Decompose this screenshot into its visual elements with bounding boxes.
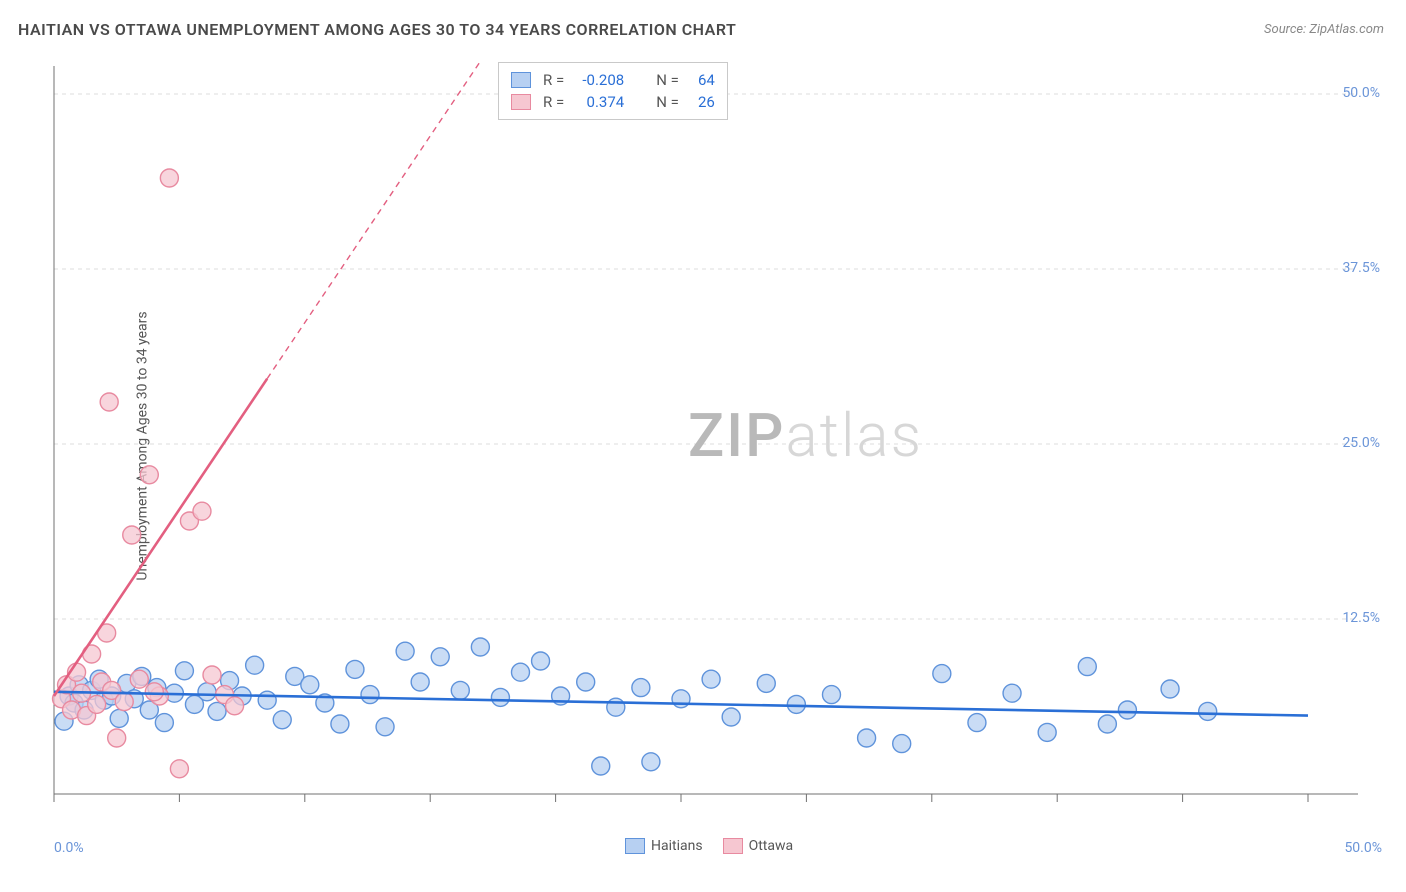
correlation-stats-box: R = -0.208 N = 64 R = 0.374 N = 26 bbox=[498, 62, 728, 120]
series-swatch bbox=[511, 72, 531, 88]
y-tick-label: 37.5% bbox=[1342, 260, 1380, 276]
series-swatch bbox=[511, 94, 531, 110]
x-min-label: 0.0% bbox=[54, 840, 84, 856]
page-title: HAITIAN VS OTTAWA UNEMPLOYMENT AMONG AGE… bbox=[18, 20, 736, 39]
n-label: N = bbox=[656, 91, 679, 113]
legend-swatch bbox=[723, 838, 743, 854]
r-label: R = bbox=[543, 91, 564, 113]
stat-row: R = 0.374 N = 26 bbox=[511, 91, 715, 113]
n-value: 26 bbox=[687, 91, 715, 113]
legend: Haitians Ottawa bbox=[625, 838, 793, 854]
legend-item: Haitians bbox=[625, 838, 703, 854]
y-tick-label: 25.0% bbox=[1342, 435, 1380, 451]
scatter-plot: ZIPatlas bbox=[48, 60, 1368, 830]
x-max-label: 50.0% bbox=[1344, 840, 1382, 856]
n-label: N = bbox=[656, 69, 679, 91]
r-value: -0.208 bbox=[572, 69, 624, 91]
legend-item: Ottawa bbox=[723, 838, 794, 854]
n-value: 64 bbox=[687, 69, 715, 91]
legend-swatch bbox=[625, 838, 645, 854]
source-credit: Source: ZipAtlas.com bbox=[1264, 22, 1384, 37]
y-tick-label: 12.5% bbox=[1342, 610, 1380, 626]
legend-label: Haitians bbox=[651, 838, 703, 854]
stat-row: R = -0.208 N = 64 bbox=[511, 69, 715, 91]
y-tick-label: 50.0% bbox=[1342, 85, 1380, 101]
r-label: R = bbox=[543, 69, 564, 91]
r-value: 0.374 bbox=[572, 91, 624, 113]
legend-label: Ottawa bbox=[749, 838, 794, 854]
